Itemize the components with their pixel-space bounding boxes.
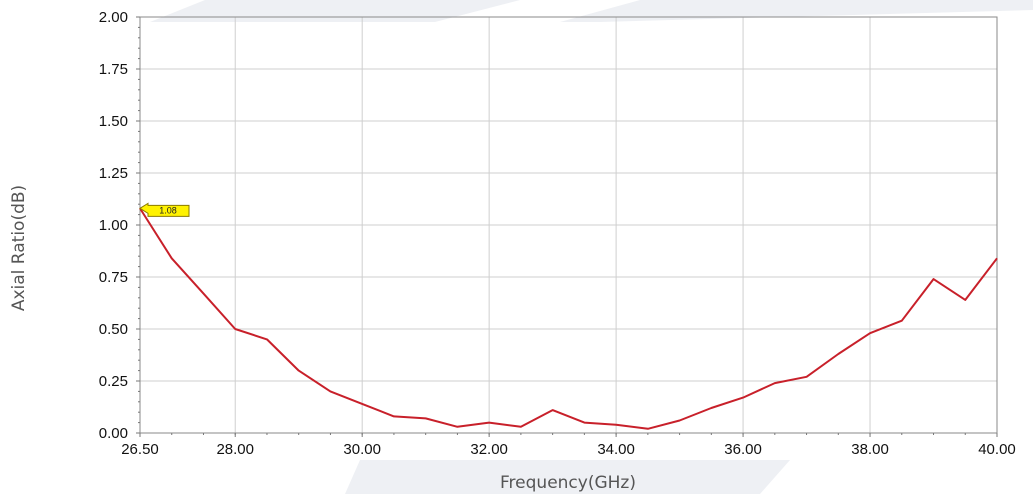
y-tick-label: 0.75 (99, 269, 128, 286)
marker-box (139, 202, 190, 217)
x-tick-label: 32.00 (470, 441, 508, 458)
y-tick-label: 0.50 (99, 321, 128, 338)
x-tick-label: 26.50 (121, 441, 159, 458)
y-tick-label: 2.00 (99, 9, 128, 26)
y-tick-label: 1.25 (99, 165, 128, 182)
x-axis-title: Frequency(GHz) (500, 473, 636, 493)
axis-ticks (136, 16, 998, 437)
x-axis-tick-labels: 26.50 28.00 30.00 32.00 34.00 36.00 38.00 40.00 (121, 441, 1016, 458)
x-tick-label: 28.00 (216, 441, 254, 458)
y-axis-title: Axial Ratio(dB) (9, 185, 29, 311)
plot-grid (140, 17, 997, 433)
y-tick-label: 1.75 (99, 61, 128, 78)
background-decoration (150, 0, 1033, 494)
y-tick-label: 0.25 (99, 373, 128, 390)
x-tick-label: 30.00 (343, 441, 381, 458)
x-tick-label: 38.00 (851, 441, 889, 458)
y-axis-tick-labels: 0.00 0.25 0.50 0.75 1.00 1.25 1.50 1.75 2.00 (99, 9, 128, 442)
annotation-layer: 1.08 (139, 202, 190, 217)
y-tick-label: 0.00 (99, 425, 128, 442)
y-tick-label: 1.00 (99, 217, 128, 234)
axial-ratio-line (139, 207, 998, 430)
x-tick-label: 36.00 (724, 441, 762, 458)
marker-label: 1.08 (159, 205, 177, 215)
y-tick-label: 1.50 (99, 113, 128, 130)
value-marker: 1.08 (139, 202, 190, 217)
x-tick-label: 40.00 (978, 441, 1016, 458)
x-tick-label: 34.00 (597, 441, 635, 458)
series-layer (139, 207, 998, 430)
